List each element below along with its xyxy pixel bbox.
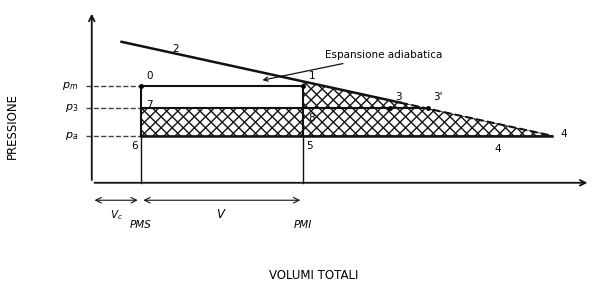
Text: 3: 3 [395,92,402,102]
Text: 0: 0 [146,71,152,81]
Text: 2: 2 [172,44,179,54]
Text: $p_3$: $p_3$ [65,102,78,113]
Text: 7: 7 [146,100,152,110]
Text: 8: 8 [308,113,315,123]
Text: 4: 4 [561,129,567,139]
Text: PMS: PMS [130,220,151,230]
Text: 5: 5 [306,141,312,151]
Text: $V$: $V$ [217,208,227,221]
Text: Espansione adiabatica: Espansione adiabatica [264,50,442,81]
Text: PMI: PMI [294,220,312,230]
Text: 1: 1 [308,71,315,81]
Text: 6: 6 [131,141,138,151]
Text: $p_a$: $p_a$ [65,130,78,142]
Y-axis label: PRESSIONE: PRESSIONE [6,93,18,159]
Text: $V_c$: $V_c$ [110,208,122,222]
Text: $p_m$: $p_m$ [62,80,78,92]
X-axis label: VOLUMI TOTALI: VOLUMI TOTALI [269,270,359,283]
Text: 4: 4 [494,144,501,154]
Text: 3': 3' [433,92,442,102]
